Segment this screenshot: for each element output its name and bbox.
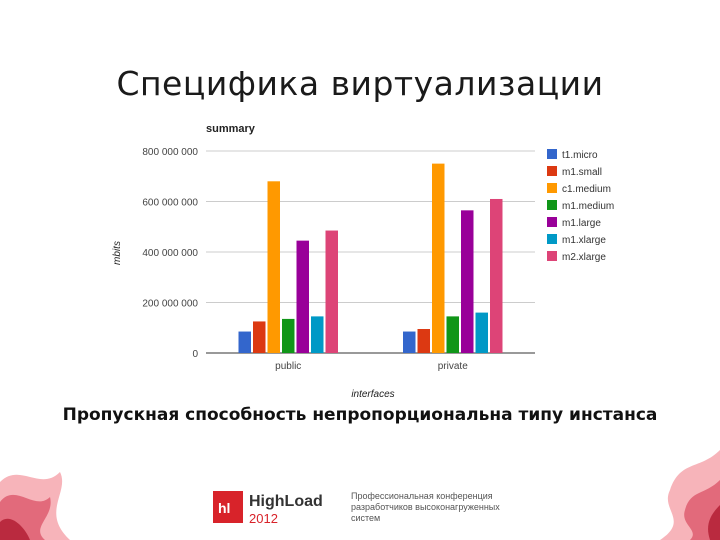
footer-tagline: Профессиональная конференция разработчик…: [351, 491, 500, 523]
bar-t1-micro-public: [238, 331, 251, 353]
right-ribbon-decoration: [660, 450, 720, 540]
legend-swatch: [547, 234, 557, 244]
legend-swatch: [547, 183, 557, 193]
y-tick-label: 0: [192, 349, 198, 360]
y-tick-label: 400 000 000: [142, 248, 198, 259]
chart-bars: [238, 163, 503, 353]
bar-m2-xlarge-public: [325, 230, 338, 353]
legend-entry: m1.medium: [562, 201, 614, 212]
x-axis-label: interfaces: [351, 389, 394, 400]
x-tick-label: public: [275, 361, 301, 372]
legend-swatch: [547, 217, 557, 227]
bar-m1-medium-private: [446, 316, 459, 353]
bar-m1-medium-public: [282, 318, 295, 353]
y-tick-label: 200 000 000: [142, 299, 198, 310]
y-tick-labels: 0 200 000 000 400 000 000 600 000 000 800 00…: [142, 147, 198, 360]
bar-m1-large-public: [296, 240, 309, 353]
bar-m1-xlarge-public: [311, 316, 324, 353]
legend-entry: m2.xlarge: [562, 252, 606, 263]
legend-swatch: [547, 200, 557, 210]
logo-badge-text: hl: [218, 500, 230, 516]
y-tick-label: 600 000 000: [142, 198, 198, 209]
y-axis-label: mbits: [112, 241, 123, 265]
bar-t1-micro-private: [403, 331, 416, 353]
bar-c1-medium-public: [267, 181, 280, 353]
legend-swatch: [547, 149, 557, 159]
legend-swatch: [547, 251, 557, 261]
slide-caption: Пропускная способность непропорциональна…: [62, 405, 658, 425]
slide-title: Специфика виртуализации: [116, 64, 604, 103]
logo-name: HighLoad: [249, 493, 323, 510]
legend-entry: m1.xlarge: [562, 235, 606, 246]
x-tick-labels: public private: [275, 361, 468, 372]
bar-m1-small-private: [417, 329, 430, 353]
bar-chart: 0 200 000 000 400 000 000 600 000 000 800 00…: [112, 123, 614, 400]
x-tick-label: private: [438, 361, 468, 372]
legend-entry: c1.medium: [562, 184, 611, 195]
bar-m1-xlarge-private: [475, 312, 488, 353]
bar-m1-small-public: [253, 321, 266, 353]
left-ribbon-decoration: [0, 472, 70, 540]
logo-badge: [213, 491, 243, 523]
legend-swatch: [547, 166, 557, 176]
bar-m2-xlarge-private: [490, 198, 503, 353]
bar-m1-large-private: [461, 210, 474, 353]
highload-logo: hl HighLoad 2012: [213, 488, 343, 535]
legend-entry: m1.small: [562, 167, 602, 178]
chart-legend: t1.micro m1.small c1.medium m1.medium m1.lar…: [547, 149, 614, 263]
legend-entry: t1.micro: [562, 150, 598, 161]
logo-year: 2012: [249, 511, 278, 526]
y-tick-label: 800 000 000: [142, 147, 198, 158]
legend-entry: m1.large: [562, 218, 601, 229]
chart-title: summary: [206, 123, 256, 135]
bar-c1-medium-private: [432, 163, 445, 353]
